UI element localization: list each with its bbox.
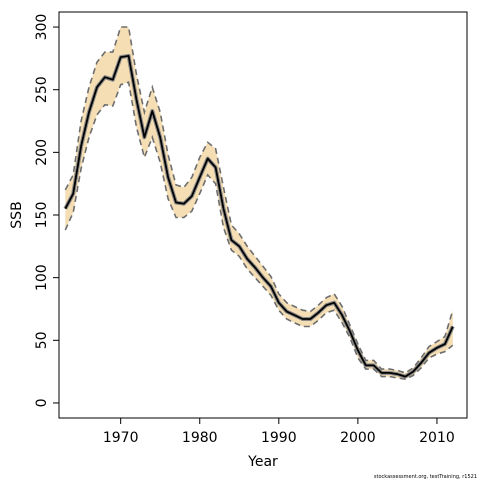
confidence-band — [65, 27, 453, 380]
estimate-line-halo — [63, 53, 455, 379]
plot-layer — [63, 26, 455, 381]
y-tick-label: 200 — [34, 139, 50, 166]
y-tick-label: 150 — [34, 202, 50, 229]
x-tick-label: 2010 — [419, 430, 455, 446]
x-tick-label: 1970 — [103, 430, 139, 446]
x-tick-label: 1990 — [261, 430, 297, 446]
x-tick-label: 2000 — [340, 430, 376, 446]
y-tick-label: 0 — [34, 399, 50, 408]
y-tick-label: 50 — [34, 331, 50, 349]
y-axis-title: SSB — [9, 201, 25, 228]
y-tick-label: 300 — [34, 14, 50, 41]
x-axis-title: Year — [247, 454, 278, 470]
y-tick-label: 100 — [34, 264, 50, 291]
lower-bound-line — [64, 81, 454, 381]
x-tick-label: 1980 — [182, 430, 218, 446]
estimate-line — [64, 55, 454, 378]
axes-layer: 1970 1980 1990 2000 2010 0 50 100 150 200 250 300 — [34, 14, 455, 446]
y-tick-label: 250 — [34, 76, 50, 103]
footnote: stockassessment.org, testTraining, r1521 — [374, 474, 477, 480]
upper-bound-line — [64, 26, 454, 374]
